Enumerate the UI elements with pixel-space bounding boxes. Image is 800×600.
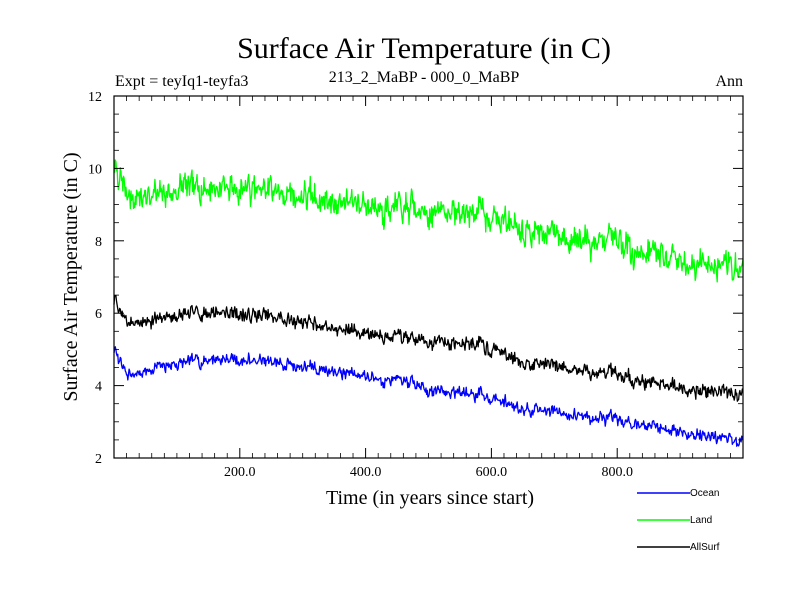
x-tick-label: 800.0 — [601, 465, 633, 480]
x-tick-label: 600.0 — [476, 465, 508, 480]
x-axis-label: Time (in years since start) — [326, 487, 534, 509]
plot-frame — [113, 95, 744, 459]
series-line-land — [113, 159, 744, 283]
chart-subtitle-center: 213_2_MaBP - 000_0_MaBP — [329, 69, 520, 86]
series-layer — [113, 159, 744, 447]
series-line-ocean — [113, 346, 744, 447]
y-tick-label: 12 — [88, 90, 102, 105]
y-tick-label: 8 — [95, 235, 102, 250]
y-tick-label: 10 — [88, 162, 102, 177]
chart-title: Surface Air Temperature (in C) — [237, 32, 611, 65]
legend-label-ocean: Ocean — [690, 488, 719, 499]
y-tick-label: 4 — [95, 380, 102, 395]
x-tick-label: 200.0 — [224, 465, 256, 480]
legend-label-land: Land — [690, 515, 712, 526]
x-axis-ticks: 200.0 400.0 600.0 800.0 — [126, 96, 731, 480]
chart-subtitle-left: Expt = teyIq1-teyfa3 — [115, 73, 248, 90]
legend: Ocean Land AllSurf — [637, 488, 720, 553]
y-tick-label: 6 — [95, 307, 102, 322]
chart-subtitle-right: Ann — [715, 73, 743, 90]
y-tick-label: 2 — [95, 452, 102, 467]
y-axis-label: Surface Air Temperature (in C) — [60, 152, 82, 401]
series-line-allsurf — [113, 294, 744, 402]
y-axis-ticks: 2 4 6 8 10 12 — [88, 90, 743, 467]
legend-label-allsurf: AllSurf — [690, 542, 720, 553]
x-tick-label: 400.0 — [350, 465, 382, 480]
